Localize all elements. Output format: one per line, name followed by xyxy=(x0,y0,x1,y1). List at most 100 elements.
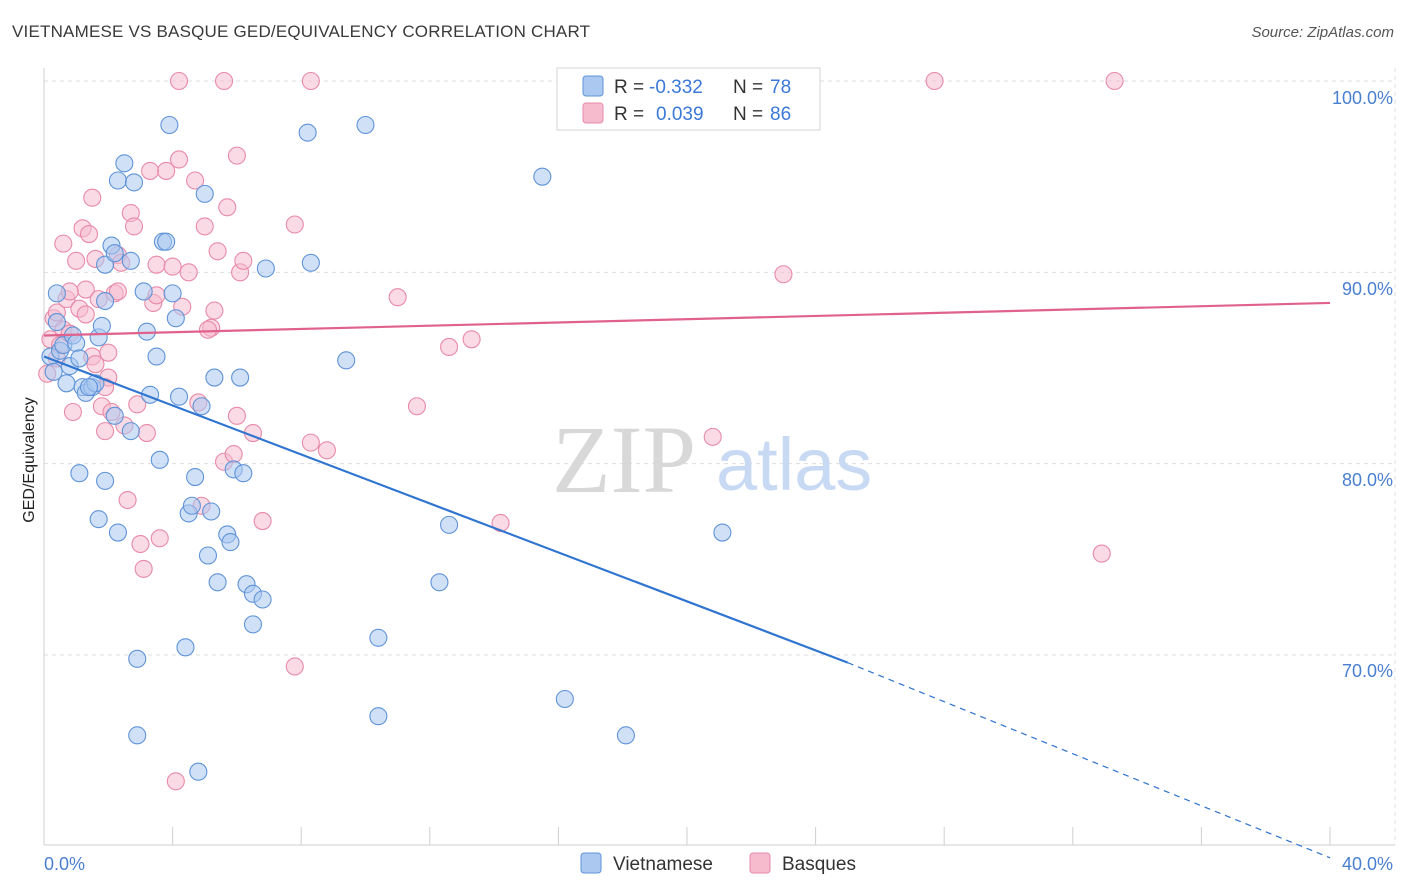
basques-point xyxy=(147,255,166,274)
x-tick-label: 0.0% xyxy=(44,854,85,874)
vietnamese-point xyxy=(198,546,218,565)
vietnamese-point xyxy=(89,510,108,529)
vietnamese-point xyxy=(533,167,552,186)
basques-point xyxy=(99,343,118,362)
basques-point xyxy=(79,225,99,244)
basques-point xyxy=(317,441,336,460)
vietnamese-point xyxy=(57,374,76,393)
vietnamese-point xyxy=(208,573,227,592)
watermark-zip: ZIP xyxy=(552,406,696,513)
vietnamese-point xyxy=(134,282,153,301)
legend-n-label: N = xyxy=(733,77,763,98)
vietnamese-point xyxy=(92,316,111,335)
legend-r-label: R = xyxy=(614,77,644,98)
vietnamese-point xyxy=(243,615,263,634)
basques-point xyxy=(96,422,115,441)
y-tick-label: 90.0% xyxy=(1342,279,1393,299)
vietnamese-point xyxy=(128,649,147,668)
basques-point xyxy=(407,397,426,416)
vietnamese-point xyxy=(163,284,182,303)
vietnamese-point xyxy=(356,115,375,135)
vietnamese-point xyxy=(67,334,86,353)
basques-point xyxy=(1105,71,1124,91)
vietnamese-point xyxy=(176,638,195,657)
basques-point xyxy=(141,161,160,180)
basques-point xyxy=(388,288,407,307)
basques-point xyxy=(166,772,185,791)
vietnamese-point xyxy=(79,378,99,397)
basques-point xyxy=(301,433,320,452)
vietnamese-point xyxy=(186,468,205,487)
vietnamese-point xyxy=(369,707,388,726)
basques-point xyxy=(285,657,304,676)
basques-point xyxy=(131,534,150,554)
basques-point xyxy=(1092,544,1111,563)
vietnamese-point xyxy=(105,244,124,263)
basques-point xyxy=(86,355,105,374)
legend-swatch-vietnamese xyxy=(582,75,604,97)
vietnamese-point xyxy=(96,291,115,311)
basques-point xyxy=(218,198,237,217)
basques-point xyxy=(124,217,144,236)
basques-point xyxy=(54,234,73,253)
vietnamese-point xyxy=(147,347,166,366)
legend-r-label: R = xyxy=(614,104,644,125)
basques-point xyxy=(301,71,320,91)
vietnamese-point xyxy=(231,368,250,387)
vietnamese-point xyxy=(253,590,272,609)
basques-point xyxy=(214,71,234,91)
vietnamese-point xyxy=(298,123,317,142)
trend-lines xyxy=(43,301,1331,859)
bottom-legend: Vietnamese Basques xyxy=(580,852,856,875)
legend-n-value: 78 xyxy=(770,77,791,98)
basques-point xyxy=(163,257,182,276)
basques-point xyxy=(67,251,86,270)
basques-point xyxy=(925,71,944,91)
legend-swatch-basques xyxy=(582,102,604,124)
vietnamese-point xyxy=(337,351,356,370)
basques-point xyxy=(227,406,246,425)
vietnamese-point xyxy=(157,232,176,251)
vietnamese-point xyxy=(202,502,221,521)
bottom-legend-label-vietnamese: Vietnamese xyxy=(613,854,713,875)
basques-point xyxy=(76,305,95,324)
vietnamese-point xyxy=(555,689,574,709)
vietnamese-point xyxy=(430,573,449,592)
vietnamese-trend-line xyxy=(43,355,849,664)
series-vietnamese-points xyxy=(41,115,732,781)
basques-point xyxy=(198,320,218,339)
vietnamese-point xyxy=(105,406,124,425)
chart-title: VIETNAMESE VS BASQUE GED/EQUIVALENCY COR… xyxy=(12,22,591,41)
legend-n-label: N = xyxy=(733,104,763,125)
vietnamese-point xyxy=(301,253,320,272)
vietnamese-point xyxy=(70,349,89,368)
basques-point xyxy=(205,301,224,320)
y-tick-label: 100.0% xyxy=(1332,88,1393,108)
basques-point xyxy=(285,215,304,234)
basques-point xyxy=(227,146,246,165)
basques-point xyxy=(224,445,243,464)
watermark-atlas: atlas xyxy=(716,423,872,506)
basques-point xyxy=(150,529,169,548)
bottom-legend-swatch-vietnamese xyxy=(580,852,602,874)
vietnamese-point xyxy=(121,422,140,441)
vietnamese-point xyxy=(160,115,179,135)
basques-point xyxy=(128,395,147,414)
vietnamese-point xyxy=(150,450,169,469)
vietnamese-point xyxy=(182,496,201,515)
basques-point xyxy=(208,242,227,261)
vietnamese-point xyxy=(192,397,211,416)
vietnamese-point xyxy=(70,464,89,483)
vietnamese-point xyxy=(121,251,140,270)
legend-n-value: 86 xyxy=(770,104,791,125)
basques-point xyxy=(440,337,459,356)
vietnamese-point xyxy=(44,362,63,381)
vietnamese-point xyxy=(616,726,635,745)
basques-trend-line xyxy=(43,301,1331,337)
vietnamese-point xyxy=(256,259,275,278)
axes xyxy=(43,68,1395,846)
vietnamese-point xyxy=(108,523,127,542)
x-tick-label: 40.0% xyxy=(1342,854,1393,874)
basques-point xyxy=(134,559,153,578)
vietnamese-point xyxy=(440,515,459,534)
